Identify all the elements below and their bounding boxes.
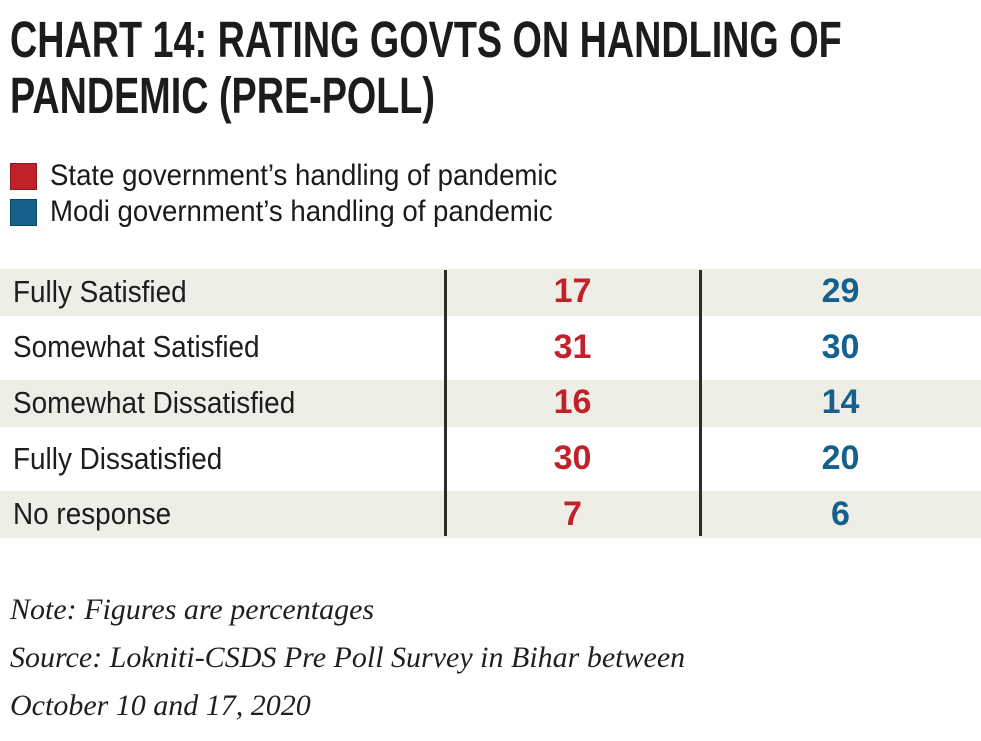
title-text-2: PANDEMIC (PRE-POLL) (10, 67, 435, 124)
modi-value: 30 (821, 327, 860, 366)
modi-value: 20 (821, 439, 860, 478)
legend-item-modi: Modi government’s handling of pandemic (0, 194, 981, 230)
source-text-line-2: October 10 and 17, 2020 (10, 689, 311, 722)
table-row: Fully Dissatisfied 30 20 (0, 431, 981, 487)
table-row: Somewhat Dissatisfied 16 14 (0, 375, 981, 431)
modi-value: 29 (821, 272, 860, 311)
legend-label-modi: Modi government’s handling of pandemic (50, 195, 553, 228)
modi-value: 14 (821, 383, 860, 422)
row-label: Somewhat Satisfied (13, 329, 260, 365)
title-text-1: CHART 14: RATING GOVTS ON HANDLING OF (10, 11, 842, 68)
row-label: Fully Satisfied (13, 273, 187, 309)
modi-series-swatch-icon (10, 198, 37, 226)
column-divider (444, 270, 447, 536)
row-label: Somewhat Dissatisfied (13, 384, 296, 420)
title-line-1: CHART 14: RATING GOVTS ON HANDLING OF (10, 12, 981, 68)
row-label: Fully Dissatisfied (13, 440, 223, 476)
ratings-table: Fully Satisfied 17 29 Somewhat Satisfied… (0, 264, 981, 542)
state-value: 31 (553, 327, 592, 366)
title-line-2: PANDEMIC (PRE-POLL) (10, 68, 981, 124)
legend-item-state: State government’s handling of pandemic (0, 158, 981, 194)
state-series-swatch-icon (10, 162, 37, 190)
state-value: 30 (553, 439, 592, 478)
state-value: 17 (553, 272, 592, 311)
source-text-line-1: Source: Lokniti-CSDS Pre Poll Survey in … (10, 641, 686, 674)
note-text: Note: Figures are percentages (10, 593, 375, 626)
state-value: 7 (563, 494, 582, 533)
modi-value: 6 (831, 494, 850, 533)
table-row: No response 7 6 (0, 486, 981, 542)
page-title: CHART 14: RATING GOVTS ON HANDLING OF PA… (0, 12, 981, 124)
legend: State government’s handling of pandemic … (0, 158, 981, 230)
table-row: Somewhat Satisfied 31 30 (0, 320, 981, 376)
table-row: Fully Satisfied 17 29 (0, 264, 981, 320)
state-value: 16 (553, 383, 592, 422)
row-label: No response (13, 496, 172, 532)
column-divider (699, 270, 702, 536)
footer-notes: Note: Figures are percentages Source: Lo… (0, 586, 981, 730)
legend-label-state: State government’s handling of pandemic (50, 159, 558, 192)
